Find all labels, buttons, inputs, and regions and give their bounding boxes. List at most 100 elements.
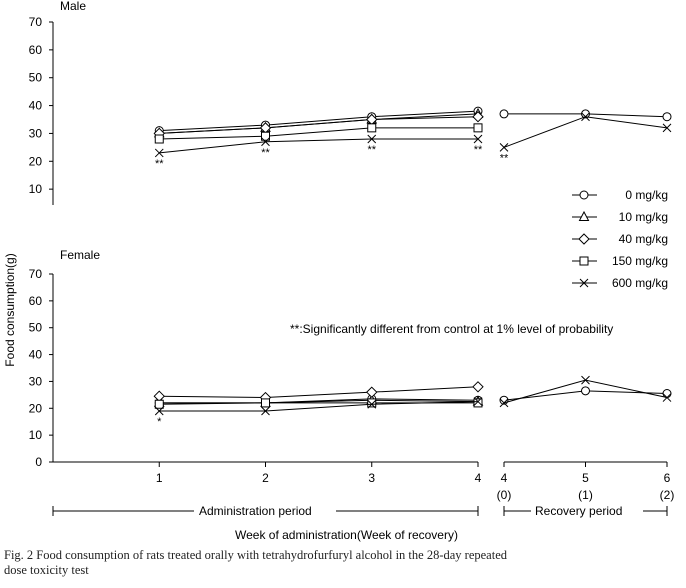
data-point — [367, 398, 377, 408]
y-tick-label: 20 — [29, 401, 43, 415]
series-line — [159, 127, 478, 140]
x-tick-label: 4 — [475, 471, 482, 485]
legend-marker — [579, 256, 589, 266]
caption-line-2: dose toxicity test — [4, 563, 89, 577]
y-tick-label: 30 — [29, 374, 43, 388]
data-point — [154, 406, 164, 416]
data-point — [581, 109, 590, 119]
data-point — [154, 399, 164, 409]
legend-marker — [579, 190, 589, 200]
x-tick-label: 6 — [664, 471, 671, 485]
x-tick-sublabel: (0) — [497, 488, 512, 502]
data-point — [261, 398, 270, 408]
data-point — [472, 381, 484, 393]
male-panel: 10 20 30 40 50 60 70 ** ** ** ** ** — [29, 15, 672, 205]
x-tick-label: 3 — [368, 471, 375, 485]
caption-line-1: Fig. 2 Food consumption of rats treated … — [4, 548, 507, 562]
data-point — [261, 137, 270, 147]
data-point — [662, 112, 672, 122]
recovery-period-bracket: Recovery period — [503, 503, 668, 519]
legend-item: 40 mg/kg — [572, 232, 668, 246]
data-point — [367, 123, 377, 133]
series-40-mg-kg — [153, 111, 484, 140]
series-line — [159, 401, 479, 412]
y-tick-label: 70 — [29, 267, 43, 281]
series-600-mg-kg — [154, 112, 672, 158]
y-axis-label: Food consumption(g) — [3, 253, 17, 366]
female-panel-title: Female — [60, 248, 100, 262]
data-point — [261, 131, 270, 141]
x-tick-label: 1 — [156, 471, 163, 485]
data-point — [261, 406, 270, 416]
significance-marker: ** — [261, 147, 270, 159]
series-0-mg-kg — [154, 106, 672, 136]
y-tick-label: 40 — [29, 348, 43, 362]
data-point — [581, 375, 590, 385]
legend-item: 150 mg/kg — [572, 254, 668, 268]
series-line — [159, 116, 479, 134]
recovery-period-label: Recovery period — [535, 504, 622, 518]
significance-marker: ** — [474, 144, 483, 156]
series-600-mg-kg — [154, 375, 672, 416]
data-point — [473, 134, 483, 144]
legend-label: 10 mg/kg — [619, 210, 668, 224]
series-line — [503, 116, 668, 148]
legend-item: 600 mg/kg — [572, 276, 668, 290]
legend-marker — [578, 210, 590, 221]
data-point — [662, 393, 672, 402]
y-tick-label: 40 — [29, 99, 43, 113]
significance-note: **:Significantly different from control … — [290, 322, 613, 336]
data-point — [153, 390, 165, 402]
y-tick-label: 70 — [29, 15, 43, 29]
data-point — [472, 111, 484, 123]
data-point — [473, 123, 483, 133]
x-axis-label: Week of administration(Week of recovery) — [235, 528, 458, 542]
data-point — [662, 123, 672, 133]
data-point — [154, 148, 164, 158]
data-point — [366, 386, 378, 398]
legend-marker — [579, 278, 589, 288]
series-line — [159, 138, 478, 154]
admin-period-label: Administration period — [199, 504, 312, 518]
admin-period-bracket: Administration period — [52, 503, 479, 519]
data-point — [473, 397, 483, 406]
data-point — [154, 134, 164, 144]
y-tick-label: 10 — [29, 182, 43, 196]
series-line — [159, 386, 479, 399]
legend-item: 0 mg/kg — [572, 188, 668, 202]
significance-marker: * — [157, 416, 162, 428]
y-tick-label: 60 — [29, 294, 43, 308]
y-tick-label: 50 — [29, 71, 43, 85]
legend-marker — [578, 233, 590, 245]
significance-marker: ** — [500, 152, 509, 164]
male-panel-title: Male — [60, 0, 86, 13]
significance-marker: ** — [367, 144, 376, 156]
significance-marker: ** — [155, 158, 164, 170]
y-tick-label: 20 — [29, 154, 43, 168]
y-tick-label: 50 — [29, 321, 43, 335]
figure-caption: Fig. 2 Food consumption of rats treated … — [4, 548, 684, 578]
y-tick-label: 30 — [29, 126, 43, 140]
data-point — [581, 386, 590, 396]
food-consumption-chart: Male Female Food consumption(g) **:Signi… — [3, 0, 675, 542]
x-tick-sublabel: (2) — [660, 488, 675, 502]
data-point — [581, 112, 590, 122]
legend-label: 600 mg/kg — [612, 276, 668, 290]
data-point — [499, 143, 509, 152]
legend: 0 mg/kg 10 mg/kg 40 mg/kg 150 mg/kg 600 mg/k… — [572, 188, 668, 290]
y-tick-label: 60 — [29, 43, 43, 57]
data-point — [367, 134, 377, 144]
series-line — [159, 399, 479, 404]
y-tick-label: 0 — [35, 455, 42, 469]
data-point — [473, 398, 483, 408]
series-line — [159, 110, 479, 132]
data-point — [499, 109, 509, 119]
y-tick-label: 10 — [29, 428, 43, 442]
legend-label: 40 mg/kg — [619, 232, 668, 246]
x-tick-sublabel: (1) — [578, 488, 593, 502]
data-point — [662, 389, 672, 399]
series-150-mg-kg — [154, 398, 483, 409]
x-tick-label: 5 — [582, 471, 589, 485]
legend-label: 0 mg/kg — [625, 188, 668, 202]
data-point — [367, 399, 377, 409]
